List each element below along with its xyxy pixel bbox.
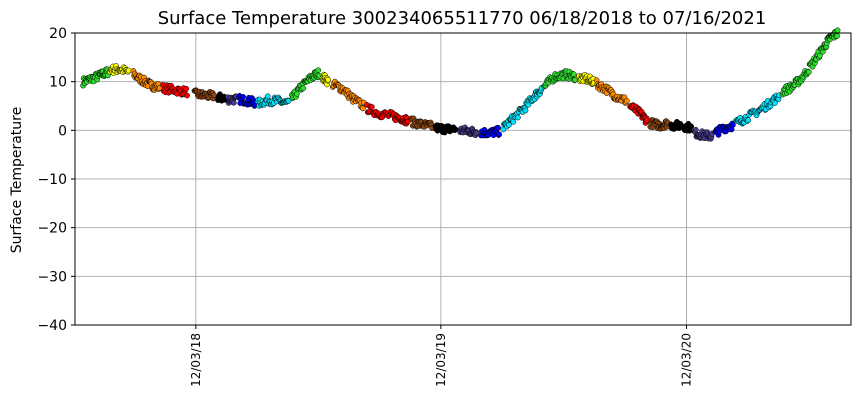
- series-group: [575, 72, 597, 87]
- series-group: [215, 91, 228, 104]
- series-group: [364, 102, 411, 127]
- data-point: [300, 85, 307, 92]
- series-group: [107, 63, 132, 76]
- data-point: [315, 67, 322, 74]
- series-group: [647, 117, 671, 132]
- y-tick-label: −20: [37, 221, 67, 237]
- data-point: [570, 71, 577, 78]
- data-point: [834, 27, 841, 34]
- series-group: [160, 82, 190, 99]
- data-point: [817, 52, 823, 59]
- chart-title: Surface Temperature 300234065511770 06/1…: [158, 8, 767, 29]
- data-point: [834, 33, 840, 39]
- y-tick-label: −10: [37, 172, 67, 188]
- grid-lines: [75, 32, 851, 326]
- x-tick-label: 12/03/18: [189, 333, 203, 387]
- data-point: [506, 121, 512, 128]
- series-group: [712, 120, 736, 138]
- data-point: [623, 97, 630, 104]
- data-point: [369, 104, 375, 110]
- data-point: [230, 99, 237, 106]
- series-group: [593, 77, 630, 106]
- y-axis-label: Surface Temperature: [9, 107, 25, 253]
- data-point: [688, 123, 695, 130]
- series-group: [668, 118, 695, 134]
- data-point: [264, 93, 271, 100]
- series-group: [457, 124, 480, 139]
- y-tick-label: 10: [49, 75, 67, 91]
- y-tick-label: −40: [37, 318, 67, 334]
- data-point: [285, 98, 292, 104]
- series-group: [478, 124, 503, 139]
- y-tick-label: 20: [49, 26, 67, 42]
- data-points: [80, 27, 841, 142]
- x-tick-label: 12/03/20: [680, 333, 694, 387]
- series-group: [130, 68, 163, 93]
- series-group: [408, 115, 435, 131]
- series-group: [432, 122, 459, 136]
- data-point: [496, 131, 503, 138]
- series-group: [627, 102, 650, 126]
- series-group: [733, 92, 783, 127]
- series-group: [779, 27, 841, 98]
- data-point: [510, 118, 517, 125]
- data-point: [184, 92, 190, 99]
- series-group: [319, 71, 331, 88]
- series-group: [235, 92, 258, 109]
- series-group: [191, 87, 217, 102]
- series-group: [329, 78, 367, 112]
- y-tick-label: 0: [58, 123, 67, 139]
- data-point: [515, 114, 521, 121]
- series-group: [500, 85, 545, 133]
- series-group: [691, 126, 715, 142]
- data-point: [495, 124, 501, 131]
- data-point: [240, 94, 246, 100]
- data-point: [183, 85, 190, 92]
- data-point: [772, 100, 778, 106]
- data-point: [745, 117, 752, 124]
- data-point: [805, 69, 812, 75]
- y-ticks: 20 10 0 −10 −20 −30 −40: [37, 26, 75, 334]
- data-point: [522, 107, 529, 114]
- series-group: [541, 68, 578, 90]
- series-group: [288, 67, 323, 102]
- series-group: [80, 66, 111, 89]
- data-point: [452, 126, 459, 133]
- data-point: [360, 105, 366, 112]
- data-point: [692, 126, 699, 133]
- data-point: [325, 76, 331, 83]
- y-tick-label: −30: [37, 269, 67, 285]
- data-point: [730, 122, 736, 128]
- data-point: [125, 67, 132, 74]
- x-ticks: 12/03/18 12/03/19 12/03/20: [189, 325, 694, 387]
- x-tick-label: 12/03/19: [434, 333, 448, 387]
- data-point: [473, 129, 480, 136]
- series-group: [254, 93, 292, 109]
